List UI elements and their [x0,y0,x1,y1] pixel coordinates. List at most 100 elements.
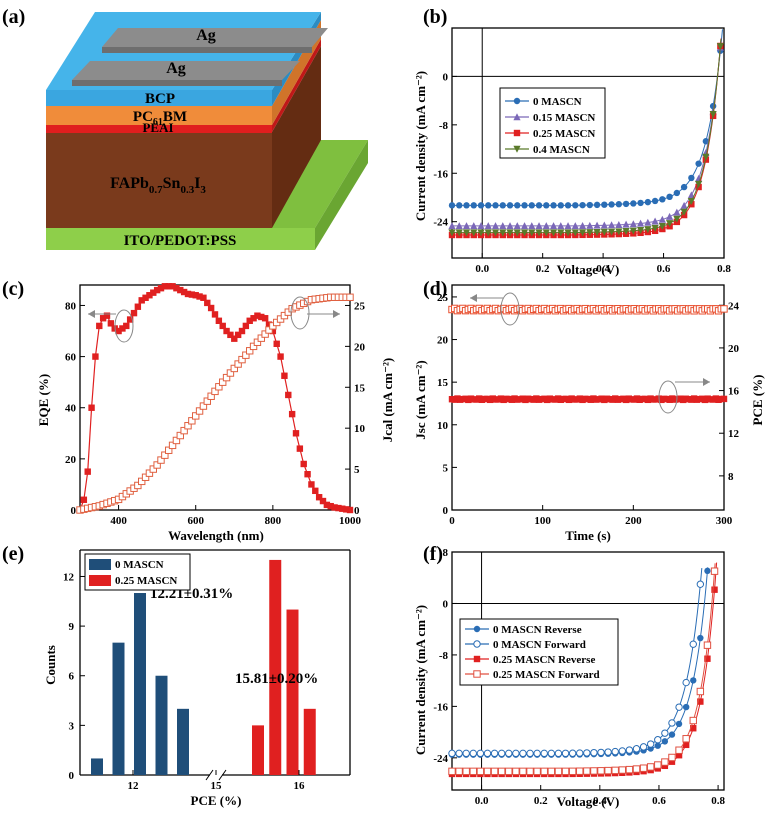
panel-d-ytick-label: 20 [437,335,449,347]
panel-f-point [632,745,641,753]
eqe-point [96,322,103,330]
panel-f-point [455,767,463,776]
eqe-point [130,309,138,317]
panel-b-point [499,229,507,237]
panel-b-point [636,219,645,227]
eqe-point [192,292,199,299]
panel-b-point [578,229,587,237]
eqe-point [234,331,242,339]
panel-b-point [514,202,521,209]
jcal-point [180,426,188,435]
panel-f-point [703,641,712,649]
panel-b-point [666,220,674,228]
panel-label-f: (f) [423,543,443,565]
jcal-point [230,364,238,373]
panel-f-point [710,567,719,575]
panel-d-ytick-label-right: 24 [728,300,740,312]
panel-f-point [533,749,541,758]
panel-e-xlabel: PCE (%) [191,793,242,808]
bar-control [134,593,146,775]
eqe-point [315,494,323,501]
panel-b-point [622,200,630,208]
panel-f-point [668,753,676,762]
panel-f-legend-marker [473,655,481,663]
panel-b-point [520,222,529,230]
eqe-point [126,316,134,323]
panel-f-point [519,767,527,776]
layer-label-bcp: BCP [145,91,175,107]
panel-b-point [716,43,724,51]
panel-f-legend-label: 0.25 MASCN Reverse [493,654,595,666]
panel-b-point [543,202,550,209]
panel-c-ytick-label-right: 10 [354,423,366,435]
eqe-point [265,321,273,328]
panel-d-ytick-label-right: 20 [728,343,740,355]
eqe-point [123,322,130,330]
panel-f-point [604,766,612,775]
ag-front-2 [72,80,282,86]
panel-c-ylabel-right: Jcal (mA cm⁻²) [380,358,395,442]
panel-c-xtick-label: 1000 [339,515,362,527]
jcal-point [138,477,146,486]
panel-f-point [561,749,570,758]
panel-f-point [540,767,548,776]
panel-f-point [568,767,577,776]
panel-b-point [470,229,478,237]
jcal-point [219,378,227,386]
panel-b-point [622,220,630,228]
eqe-point [173,284,180,292]
panel-d-xlabel: Time (s) [565,528,611,543]
panel-b-point [513,229,521,237]
panel-b-point [564,202,572,209]
panel-b-point [578,221,587,229]
eqe-point [292,430,300,437]
eqe-point [238,327,246,335]
eqe-point [99,315,107,322]
jcal-indicator-ellipse [290,296,310,330]
panel-e-ytick-label: 9 [69,621,75,633]
panel-b-point [695,180,703,188]
panel-f-point [519,749,527,758]
panel-b-point [564,222,572,230]
panel-f-point [490,749,499,758]
panel-b-point [651,224,659,232]
eqe-point [254,312,261,319]
panel-b-ytick-label: -8 [439,120,449,132]
panel-f-point [476,749,485,758]
panel-b-point [658,215,666,223]
panel-b-point [477,222,485,230]
panel-c-xtick-label: 400 [110,515,127,527]
panel-c-frame [79,284,351,511]
panel-f-xtick-label: 0.2 [534,795,548,807]
panel-b-point [586,201,594,209]
eqe-point [184,290,192,298]
panel-b-point [593,201,601,209]
panel-e-ytick-label: 6 [69,671,75,683]
panel-f-point [590,748,598,757]
panel-f-point [490,767,499,776]
panel-b-point [601,201,608,208]
panel-f-point [462,767,470,776]
panel-f-point [597,767,605,775]
panel-b-point [629,227,637,235]
jcal-point [134,481,142,490]
jcal-point [234,360,242,368]
jsc-indicator-ellipse [658,380,678,414]
panel-b-xtick-label: 0.8 [717,263,731,275]
panel-c-ytick-label: 0 [71,505,77,517]
panel-b-point [485,202,492,209]
panel-f-point [661,738,669,745]
eqe-point [165,283,172,290]
jcal-point [157,456,165,464]
panel-label-d: (d) [423,278,447,300]
panel-b-point [571,229,579,237]
panel-f-point [639,764,648,772]
jcal-point [211,387,219,396]
panel-b-point [673,189,681,197]
panel-d-plot: 0 100 200 300 0 5 10 15 20 25 8 12 16 20 24 [437,284,740,527]
panel-f-point [646,740,655,748]
panel-b-point [448,222,456,230]
panel-f-point [654,742,661,749]
jcal-point [168,441,177,450]
panel-c-ytick-label-right: 25 [354,300,366,312]
